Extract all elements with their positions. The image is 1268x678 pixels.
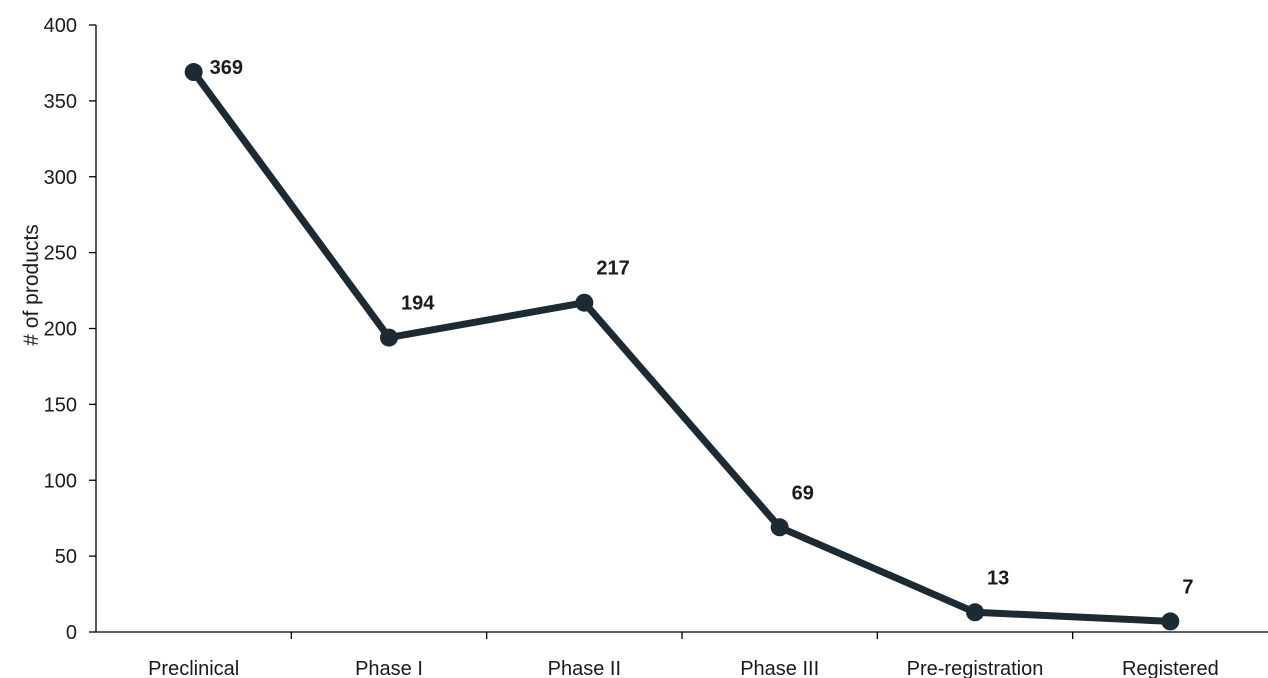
series-line <box>190 68 1174 625</box>
data-point <box>770 518 789 537</box>
x-tick-label: Registered <box>1122 658 1219 678</box>
data-labels: 369 194 217 69 13 7 <box>210 57 1194 598</box>
y-tick-label: 200 <box>44 319 77 341</box>
x-tick-label: Phase III <box>740 658 819 678</box>
y-tick-label: 150 <box>44 394 77 416</box>
data-points <box>184 63 1180 631</box>
data-label: 7 <box>1182 576 1193 598</box>
data-point <box>184 63 203 82</box>
x-tick-label: Preclinical <box>148 658 239 678</box>
y-tick-label: 400 <box>44 15 77 37</box>
data-point <box>380 328 398 347</box>
data-point <box>575 293 594 312</box>
x-axis-ticks: Preclinical Phase I Phase II Phase III Pre-r… <box>148 632 1219 678</box>
data-point <box>1161 612 1180 631</box>
data-label: 369 <box>210 57 243 79</box>
y-tick-label: 300 <box>44 167 77 189</box>
data-label: 13 <box>987 567 1009 589</box>
y-tick-label: 100 <box>44 470 77 492</box>
data-label: 69 <box>792 482 814 504</box>
x-tick-label: Phase I <box>355 658 423 678</box>
data-label: 194 <box>401 293 435 315</box>
y-axis-ticks: 0 50 100 150 200 250 300 350 400 <box>44 15 96 644</box>
y-tick-label: 0 <box>66 622 77 644</box>
y-axis-title: # of products <box>20 224 43 345</box>
y-tick-label: 350 <box>44 91 77 113</box>
y-tick-label: 250 <box>44 243 77 265</box>
x-tick-label: Pre-registration <box>907 658 1044 678</box>
data-point <box>966 603 984 622</box>
data-label: 217 <box>596 258 629 280</box>
x-tick-label: Phase II <box>548 658 621 678</box>
y-tick-label: 50 <box>55 546 77 568</box>
